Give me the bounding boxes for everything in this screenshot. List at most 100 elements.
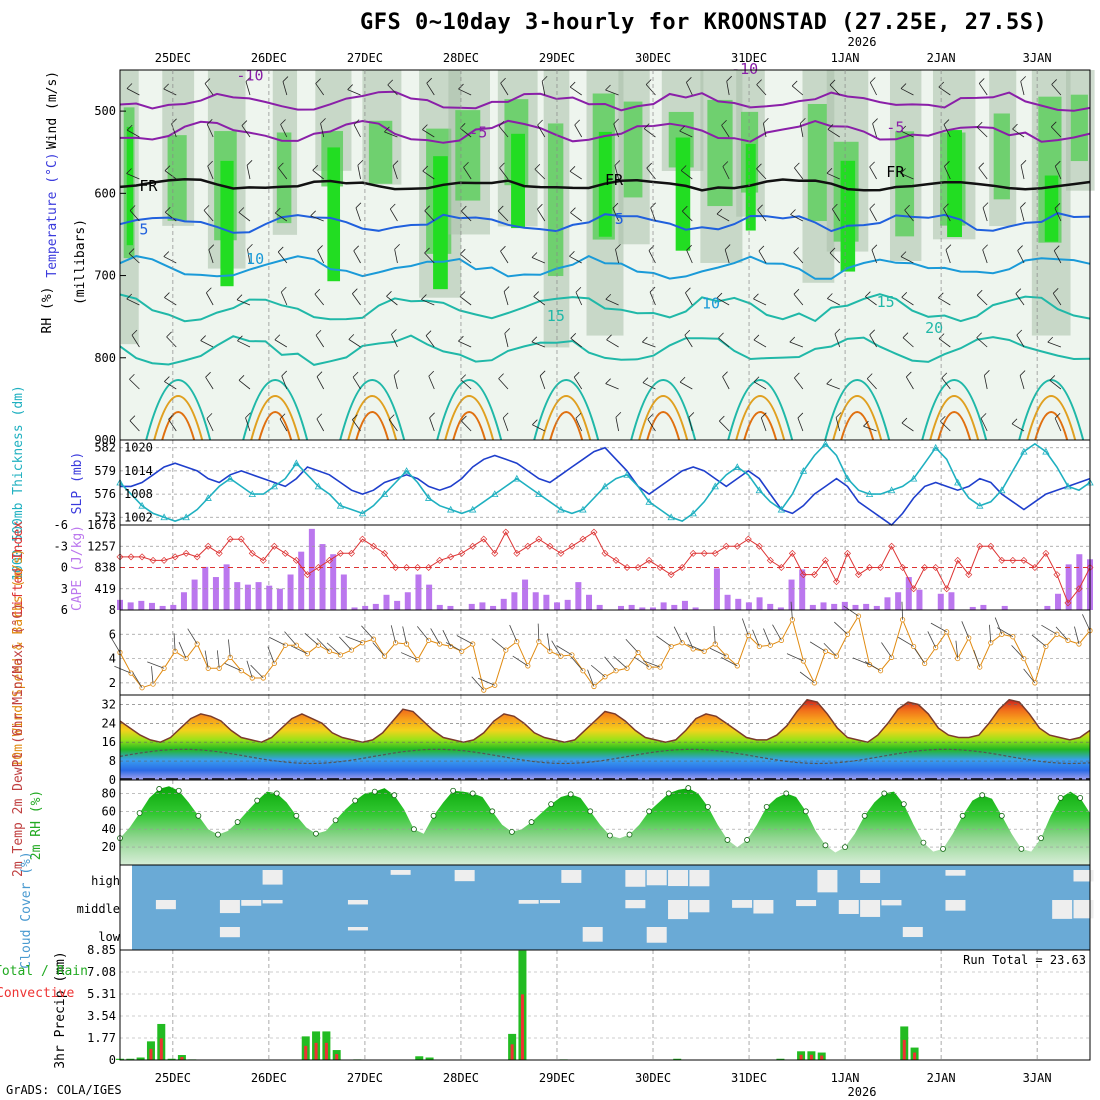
wind-barb <box>347 89 361 96</box>
rh-point <box>998 812 1005 819</box>
wind-barb <box>459 127 472 138</box>
low-cloud-block <box>219 927 240 938</box>
cape-bar <box>1001 605 1008 610</box>
cape-bar <box>404 592 411 610</box>
li-point <box>810 571 818 579</box>
chart-title: GFS 0~10day 3-hourly for KROONSTAD (27.2… <box>360 10 1048 35</box>
wind-barb <box>799 123 804 138</box>
thickness-point <box>932 443 940 451</box>
li-point <box>1009 556 1017 564</box>
wind-barb <box>537 208 546 222</box>
wind-barb-flag <box>901 417 908 424</box>
wind-barb <box>503 291 509 306</box>
precip-total-label: Total / Rain <box>0 964 88 979</box>
surface-wind-barb <box>551 640 562 657</box>
slp-frame <box>119 439 1091 526</box>
cape-bar <box>234 582 241 610</box>
wind-barb-flag <box>164 292 170 298</box>
surface-wind-barb <box>752 629 760 647</box>
date-label-bottom: 29DEC <box>539 1071 575 1085</box>
surface-wind-barb <box>709 647 727 657</box>
date-label-bottom: 2JAN <box>927 1071 956 1085</box>
cape-bar <box>522 579 529 610</box>
surface-wind-barb <box>961 621 970 639</box>
wind-barb <box>352 376 361 390</box>
wind-barb <box>790 214 804 222</box>
wind-barb <box>869 166 877 180</box>
li-point <box>491 549 499 557</box>
rh-point <box>411 826 417 833</box>
wind-barb <box>355 207 361 222</box>
wind-barb-flag <box>615 411 622 418</box>
wind-barb <box>863 425 877 432</box>
wind-barb <box>606 339 619 348</box>
wind-barb-flag <box>753 293 759 300</box>
wind-barb <box>425 335 435 348</box>
wind-barb <box>386 295 398 306</box>
wind-barb <box>574 124 583 138</box>
cape-bar <box>308 528 315 610</box>
pressure-tick-label: 700 <box>94 269 116 283</box>
middle-cloud-block <box>668 900 689 920</box>
wind-barb <box>315 83 325 96</box>
wind-barb <box>1020 207 1025 222</box>
wind-barb-flag <box>900 168 906 174</box>
rh-point <box>528 819 535 825</box>
cape-bar <box>468 603 475 610</box>
wind-barb-flag <box>422 124 428 130</box>
li-point <box>888 542 896 550</box>
wind-barb <box>569 86 582 96</box>
credit-label: GrADS: COLA/IGES <box>6 1083 122 1097</box>
wind-barb-flag <box>900 83 907 89</box>
temp-tick-label: 24 <box>102 716 116 730</box>
rh-point <box>136 810 143 817</box>
date-label-bottom: 1JAN <box>831 1071 860 1085</box>
thickness-point <box>843 474 852 482</box>
contour-label: FR <box>886 163 905 181</box>
low-cloud-block <box>347 927 368 931</box>
high-cloud-block <box>668 870 689 887</box>
wind-barb <box>129 420 140 432</box>
wind-barb-flag <box>166 331 172 338</box>
cape-bar <box>383 594 390 610</box>
wind-barb-flag <box>352 414 358 420</box>
rh-tick-label: 20 <box>102 840 116 854</box>
wind-barb-flag <box>200 335 206 341</box>
rh-point <box>450 787 457 794</box>
wind-barb-flag <box>357 159 364 166</box>
surface-wind-barb <box>390 625 396 643</box>
rh-point <box>195 812 202 819</box>
surface-wind-barb <box>590 664 606 678</box>
cape-bar <box>554 602 561 610</box>
date-label-bottom: 28DEC <box>443 1071 479 1085</box>
wind-barb <box>871 249 877 264</box>
wind-barb <box>793 293 804 306</box>
wind-barb-flag <box>274 207 281 214</box>
cape-bar <box>735 598 742 610</box>
wind-barb-flag <box>279 413 286 420</box>
wind-barb <box>686 82 693 96</box>
wind-barb <box>716 297 730 306</box>
cape-bar <box>969 606 976 610</box>
li-point <box>237 535 245 543</box>
wind-barb <box>348 339 361 348</box>
wind-barb-flag <box>1054 203 1061 209</box>
wind-barb <box>498 125 509 138</box>
wind-barb-flag <box>982 244 988 251</box>
rh-point <box>156 786 163 792</box>
rh-shade-column <box>1044 175 1059 242</box>
li-point <box>546 542 554 550</box>
wind-barb-flag <box>1054 160 1061 167</box>
wind-barb-flag <box>1020 160 1027 166</box>
wind-barb <box>126 129 140 138</box>
li-point <box>381 549 389 557</box>
pressure-tick-label: 600 <box>94 186 116 200</box>
rh-shade-column <box>167 135 187 221</box>
wind-barb <box>726 81 730 96</box>
cape-bar <box>180 592 187 610</box>
wind-barb-flag <box>429 412 435 419</box>
surface-wind-barb <box>284 631 297 646</box>
wind-barb-flag <box>498 120 505 127</box>
warm-contour <box>347 395 398 441</box>
wind-barb-flag <box>753 334 760 341</box>
